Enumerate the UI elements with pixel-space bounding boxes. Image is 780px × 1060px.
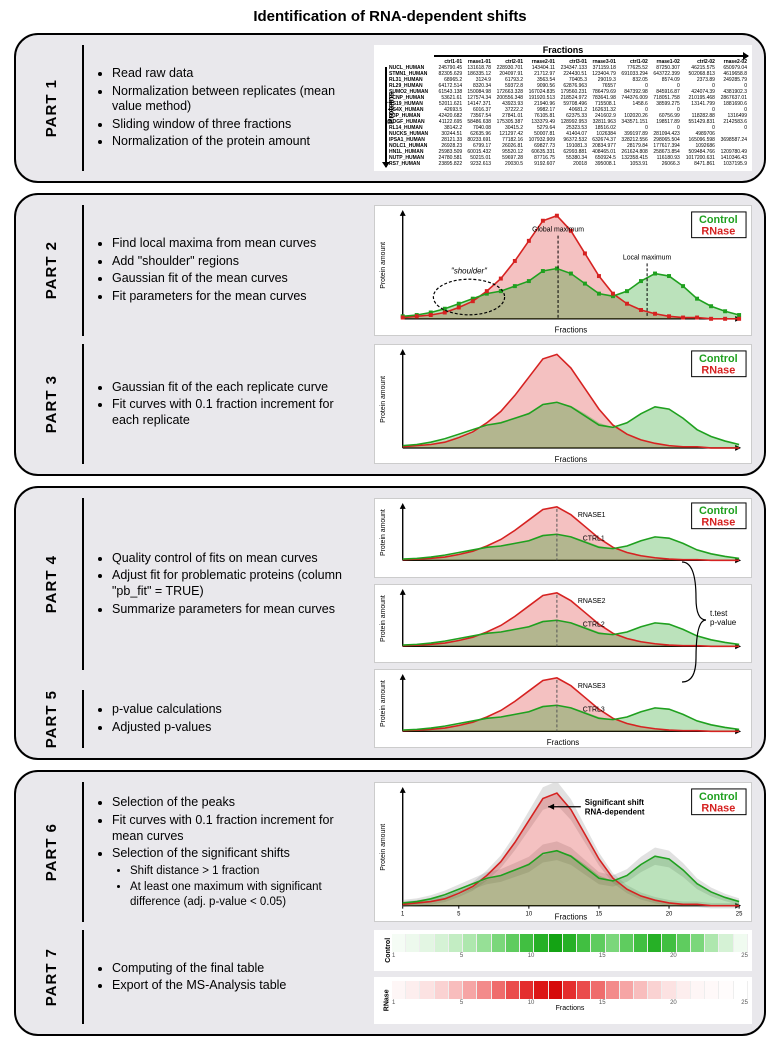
annot-sig: Significant shift <box>585 798 645 807</box>
svg-text:25: 25 <box>736 911 743 917</box>
svg-text:10: 10 <box>526 911 533 917</box>
p5-b0: p-value calculations <box>112 702 364 718</box>
p6-sb0: Shift distance > 1 fraction <box>130 864 364 878</box>
svg-text:Fractions: Fractions <box>555 454 588 463</box>
part5-label: PART 5 <box>43 690 60 748</box>
p3-b0: Gaussian fit of the each replicate curve <box>112 380 364 396</box>
chart-part6: Protein amountFractions1510152025 Contro… <box>374 782 752 923</box>
legend-rnase-6: RNase <box>701 803 735 815</box>
p6-b0: Selection of the peaks <box>112 795 364 811</box>
legend-control: Control <box>699 214 738 226</box>
panel-part2-3: PART 2 Find local maxima from mean curve… <box>14 193 766 476</box>
data-table: Fractions Proteins ctrl1-01rnase1-01ctrl… <box>374 45 752 171</box>
p1-b2: Sliding window of three fractions <box>112 117 364 133</box>
table-proteins-label: Proteins <box>387 92 396 124</box>
axis-x-4: Fractions <box>547 738 580 747</box>
annot-global: Global maximum <box>532 227 584 234</box>
p2-b3: Fit parameters for the mean curves <box>112 289 364 305</box>
p1-b0: Read raw data <box>112 66 364 82</box>
legend-rnase: RNase <box>701 226 735 238</box>
legend-control-4: Control <box>699 505 738 517</box>
ttest-bracket: t.testp-value <box>674 558 746 688</box>
svg-text:Fractions: Fractions <box>555 912 588 921</box>
p2-b1: Add "shoulder" regions <box>112 254 364 270</box>
p7-b0: Computing of the final table <box>112 961 364 977</box>
heatmap-rnase: RNase 1510152025 Fractions <box>374 977 752 1024</box>
part1-label: PART 1 <box>43 79 60 137</box>
lbl-r3: RNASE3 <box>578 683 606 690</box>
heatmap-control: Control 1510152025 <box>374 930 752 971</box>
svg-text:Local maximum: Local maximum <box>623 254 672 261</box>
legend-control-6: Control <box>699 791 738 803</box>
part2-label: PART 2 <box>43 241 60 299</box>
lbl-r2: RNASE2 <box>578 597 606 604</box>
legend-rnase-3: RNase <box>701 364 735 376</box>
part7-text: Computing of the final table Export of t… <box>94 930 364 1024</box>
p5-b1: Adjusted p-values <box>112 720 364 736</box>
part4-text: Quality control of fits on mean curves A… <box>94 498 364 669</box>
svg-text:Protein amount: Protein amount <box>380 595 387 642</box>
p4-b1: Adjust fit for problematic proteins (col… <box>112 568 364 599</box>
panel-part1: PART 1 Read raw data Normalization betwe… <box>14 33 766 183</box>
svg-text:20: 20 <box>666 911 673 917</box>
p6-b1: Fit curves with 0.1 fraction increment f… <box>112 813 364 844</box>
p4-b2: Summarize parameters for mean curves <box>112 602 364 618</box>
p6-sb1: At least one maximum with significant di… <box>130 880 364 909</box>
part5-text: p-value calculations Adjusted p-values <box>94 690 364 748</box>
table-fractions-label: Fractions <box>543 45 584 55</box>
svg-text:15: 15 <box>596 911 603 917</box>
svg-text:5: 5 <box>457 911 461 917</box>
lbl-c1: CTRL1 <box>583 536 605 543</box>
hm-xlabel: Fractions <box>392 1005 748 1012</box>
hm-rnase-label: RNase <box>383 989 390 1011</box>
p1-b1: Normalization between replicates (mean v… <box>112 84 364 115</box>
chart-part2: Protein amount Fractions Control RNase "s… <box>374 205 752 336</box>
lbl-c3: CTRL3 <box>583 706 605 713</box>
svg-text:Protein amount: Protein amount <box>380 824 387 871</box>
p2-b0: Find local maxima from mean curves <box>112 236 364 252</box>
p1-b3: Normalization of the protein amount <box>112 134 364 150</box>
p6-b2: Selection of the significant shifts Shif… <box>112 846 364 909</box>
part1-text: Read raw data Normalization between repl… <box>94 45 364 171</box>
p7-b1: Export of the MS-Analysis table <box>112 978 364 994</box>
part2-text: Find local maxima from mean curves Add "… <box>94 205 364 336</box>
part4-label: PART 4 <box>43 555 60 613</box>
legend-rnase-4: RNase <box>701 517 735 529</box>
part3-label: PART 3 <box>43 375 60 433</box>
svg-text:Global maximum: Global maximum <box>532 227 584 234</box>
svg-text:Fractions: Fractions <box>555 326 588 335</box>
legend-control-3: Control <box>699 352 738 364</box>
annot-dep: RNA-dependent <box>585 808 645 817</box>
p2-b2: Gaussian fit of the mean curves <box>112 271 364 287</box>
svg-text:Protein amount: Protein amount <box>380 680 387 727</box>
lbl-c2: CTRL2 <box>583 621 605 628</box>
hm-control-label: Control <box>385 938 392 963</box>
p3-b1: Fit curves with 0.1 fraction increment f… <box>112 397 364 428</box>
page-title: Identification of RNA-dependent shifts <box>14 8 766 25</box>
p4-b0: Quality control of fits on mean curves <box>112 551 364 567</box>
svg-text:Protein amount: Protein amount <box>380 242 387 289</box>
part6-label: PART 6 <box>43 823 60 881</box>
annot-local: Local maximum <box>623 254 672 261</box>
annot-shoulder: "shoulder" <box>451 266 488 275</box>
svg-text:t.testp-value: t.testp-value <box>710 609 737 627</box>
panel-part4-5: PART 4 Quality control of fits on mean c… <box>14 486 766 760</box>
chart-part3: Protein amount Fractions Control RNase <box>374 344 752 465</box>
part7-label: PART 7 <box>43 948 60 1006</box>
part3-text: Gaussian fit of the each replicate curve… <box>94 344 364 465</box>
svg-text:1: 1 <box>401 911 404 917</box>
svg-text:Protein amount: Protein amount <box>380 510 387 557</box>
part6-text: Selection of the peaks Fit curves with 0… <box>94 782 364 923</box>
panel-part6-7: PART 6 Selection of the peaks Fit curves… <box>14 770 766 1037</box>
svg-text:Protein amount: Protein amount <box>380 376 387 423</box>
lbl-r1: RNASE1 <box>578 512 606 519</box>
